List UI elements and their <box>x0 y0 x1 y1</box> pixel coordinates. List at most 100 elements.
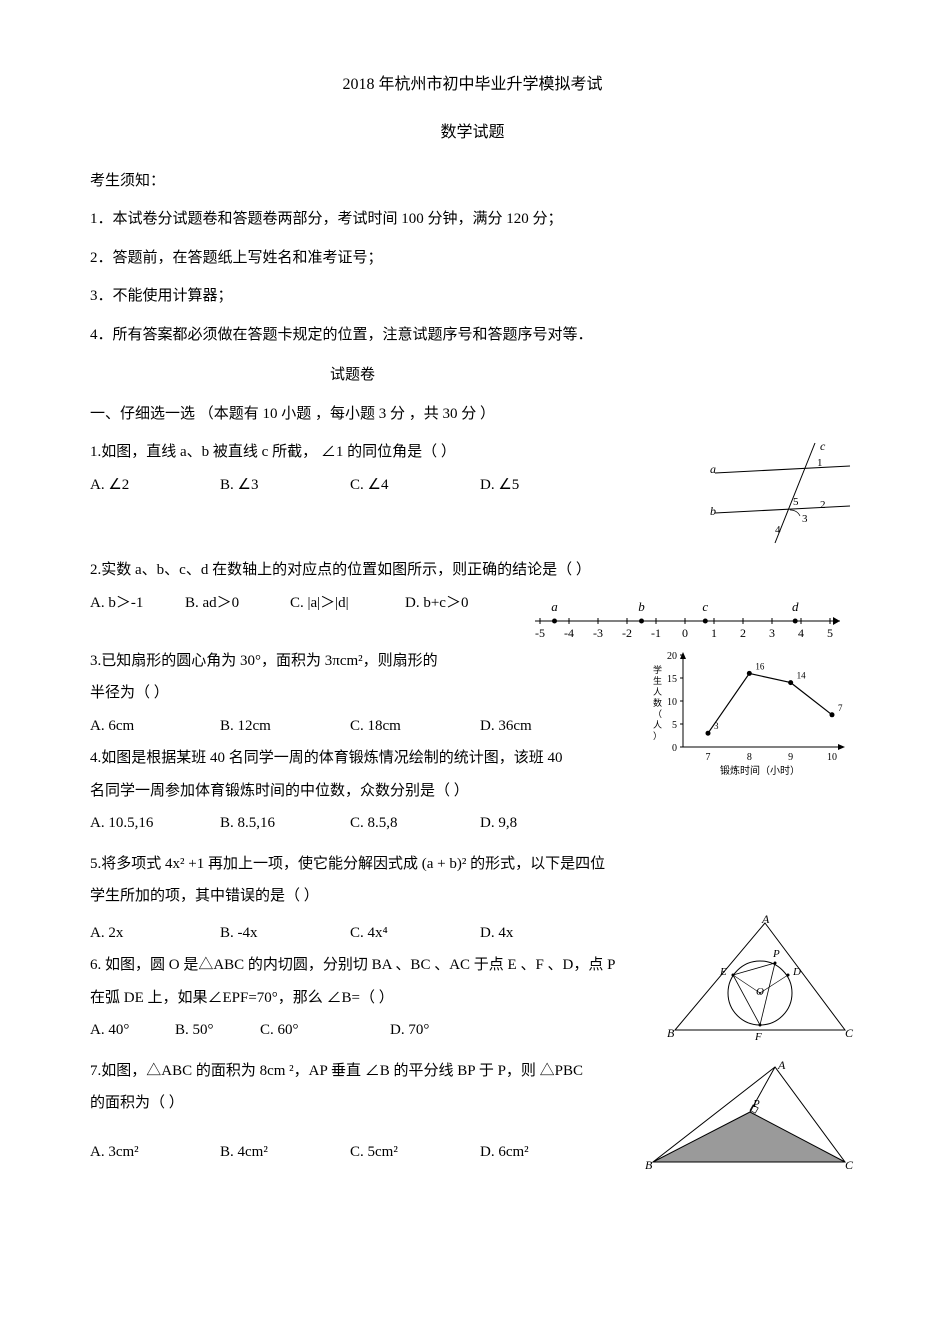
svg-text:10: 10 <box>827 752 837 763</box>
q5-opt-a: A. 2x <box>90 919 220 948</box>
svg-text:-5: -5 <box>535 626 545 639</box>
q1-options: A. ∠2 B. ∠3 C. ∠4 D. ∠5 <box>90 471 705 500</box>
svg-text:E: E <box>719 966 727 978</box>
q3-options: A. 6cm B. 12cm C. 18cm D. 36cm <box>90 712 645 741</box>
q1-opt-a: A. ∠2 <box>90 471 220 500</box>
q4-text2: 名同学一周参加体育锻炼时间的中位数，众数分别是（ ） <box>90 777 645 806</box>
svg-text:c: c <box>702 599 708 614</box>
svg-text:D: D <box>792 966 801 978</box>
svg-text:3: 3 <box>802 513 808 525</box>
question-5: 5.将多项式 4x² +1 再加上一项，使它能分解因式成 (a + b)² 的形… <box>90 850 855 1049</box>
svg-text:7: 7 <box>838 703 843 713</box>
svg-text:8: 8 <box>747 752 752 763</box>
svg-text:14: 14 <box>797 670 807 680</box>
q3-opt-c: C. 18cm <box>350 712 480 741</box>
svg-text:20: 20 <box>667 651 677 662</box>
q6-text2: 在弧 DE 上，如果∠EPF=70°，那么 ∠B=（ ） <box>90 984 665 1013</box>
q6-opt-a: A. 40° <box>90 1016 175 1045</box>
q1-text: 1.如图，直线 a、b 被直线 c 所截， ∠1 的同位角是（ ） <box>90 438 705 467</box>
svg-text:4: 4 <box>798 626 804 639</box>
question-2: 2.实数 a、b、c、d 在数轴上的对应点的位置如图所示，则正确的结论是（ ） … <box>90 556 855 639</box>
q5-opt-c: C. 4x⁴ <box>350 919 480 948</box>
svg-text:P: P <box>772 948 780 960</box>
svg-text:10: 10 <box>667 697 677 708</box>
exam-page: 2018 年杭州市初中毕业升学模拟考试 数学试题 考生须知： 1．本试卷分试题卷… <box>90 70 855 1172</box>
q7-opt-c: C. 5cm² <box>350 1138 480 1167</box>
q3-text2: 半径为（ ） <box>90 679 645 708</box>
svg-text:9: 9 <box>788 752 793 763</box>
notice-line-2: 2．答题前，在答题纸上写姓名和准考证号； <box>90 244 855 273</box>
svg-text:-1: -1 <box>651 626 661 639</box>
q5-opt-b: B. -4x <box>220 919 350 948</box>
svg-text:数: 数 <box>653 697 662 708</box>
svg-text:C: C <box>845 1158 854 1172</box>
svg-text:3: 3 <box>714 721 719 731</box>
svg-text:16: 16 <box>755 661 765 671</box>
svg-text:A: A <box>777 1058 786 1072</box>
svg-text:5: 5 <box>672 720 677 731</box>
svg-text:c: c <box>820 439 826 453</box>
svg-text:-2: -2 <box>622 626 632 639</box>
q6-text1: 6. 如图，圆 O 是△ABC 的内切圆，分别切 BA 、BC 、AC 于点 E… <box>90 951 665 980</box>
q2-opt-b: B. ad＞0 <box>185 589 290 618</box>
q7-opt-a: A. 3cm² <box>90 1138 220 1167</box>
question-1: 1.如图，直线 a、b 被直线 c 所截， ∠1 的同位角是（ ） A. ∠2 … <box>90 438 855 548</box>
svg-text:5: 5 <box>827 626 833 639</box>
svg-text:C: C <box>845 1026 854 1040</box>
svg-text:2: 2 <box>820 499 826 511</box>
svg-text:5: 5 <box>793 496 799 508</box>
svg-text:F: F <box>754 1031 762 1043</box>
q2-text: 2.实数 a、b、c、d 在数轴上的对应点的位置如图所示，则正确的结论是（ ） <box>90 556 855 585</box>
q5-opt-d: D. 4x <box>480 919 590 948</box>
svg-text:1: 1 <box>711 626 717 639</box>
q4-text1: 4.如图是根据某班 40 名同学一周的体育锻炼情况绘制的统计图，该班 40 <box>90 744 645 773</box>
svg-text:7: 7 <box>706 752 711 763</box>
q6-options: A. 40° B. 50° C. 60° D. 70° <box>90 1016 665 1045</box>
svg-text:人: 人 <box>653 687 662 697</box>
q6-figure: A B C E D F P O <box>665 915 855 1045</box>
q1-opt-b: B. ∠3 <box>220 471 350 500</box>
svg-text:0: 0 <box>682 626 688 639</box>
svg-text:4: 4 <box>775 524 781 536</box>
question-7: 7.如图，△ABC 的面积为 8cm ²，AP 垂直 ∠B 的平分线 BP 于 … <box>90 1057 855 1172</box>
svg-text:d: d <box>792 599 799 614</box>
q7-opt-d: D. 6cm² <box>480 1138 590 1167</box>
q5-text2: 学生所加的项，其中错误的是（ ） <box>90 882 855 911</box>
q1-opt-d: D. ∠5 <box>480 471 640 500</box>
q4-opt-c: C. 8.5,8 <box>350 809 480 838</box>
q4-opt-a: A. 10.5,16 <box>90 809 220 838</box>
q2-opt-a: A. b＞-1 <box>90 589 185 618</box>
q4-chart: 0510152078910316147锻炼时间（小时）学生人数（人） <box>645 647 855 787</box>
q3-text1: 3.已知扇形的圆心角为 30°，面积为 3πcm²，则扇形的 <box>90 647 645 676</box>
svg-text:B: B <box>667 1026 675 1040</box>
svg-text:学: 学 <box>653 664 662 675</box>
svg-text:P: P <box>752 1098 760 1110</box>
notice-line-4: 4．所有答案都必须做在答题卡规定的位置，注意试题序号和答题序号对等． <box>90 321 855 350</box>
q5-options: A. 2x B. -4x C. 4x⁴ D. 4x <box>90 919 665 948</box>
page-title: 2018 年杭州市初中毕业升学模拟考试 <box>90 70 855 100</box>
page-subtitle: 数学试题 <box>90 118 855 148</box>
q6-opt-c: C. 60° <box>260 1016 390 1045</box>
notice-heading: 考生须知： <box>90 167 855 196</box>
q6-opt-b: B. 50° <box>175 1016 260 1045</box>
svg-text:a: a <box>551 599 558 614</box>
q3-opt-a: A. 6cm <box>90 712 220 741</box>
q3-opt-b: B. 12cm <box>220 712 350 741</box>
q7-options: A. 3cm² B. 4cm² C. 5cm² D. 6cm² <box>90 1138 645 1167</box>
svg-text:B: B <box>645 1158 653 1172</box>
svg-text:）: ） <box>653 731 662 741</box>
notice-line-1: 1．本试卷分试题卷和答题卷两部分，考试时间 100 分钟，满分 120 分； <box>90 205 855 234</box>
q4-opt-b: B. 8.5,16 <box>220 809 350 838</box>
q2-opt-d: D. b+c＞0 <box>405 589 505 618</box>
svg-text:（: （ <box>653 709 662 719</box>
q4-opt-d: D. 9,8 <box>480 809 590 838</box>
notice-line-3: 3．不能使用计算器； <box>90 282 855 311</box>
section-1-heading: 一、仔细选一选 （本题有 10 小题 ，每小题 3 分 ，共 30 分 ） <box>90 400 855 429</box>
svg-text:生: 生 <box>653 675 662 686</box>
question-3-4: 3.已知扇形的圆心角为 30°，面积为 3πcm²，则扇形的 半径为（ ） A.… <box>90 647 855 842</box>
svg-text:2: 2 <box>740 626 746 639</box>
paper-label: 试题卷 <box>330 361 855 390</box>
svg-text:b: b <box>710 504 716 518</box>
svg-text:b: b <box>638 599 645 614</box>
q1-opt-c: C. ∠4 <box>350 471 480 500</box>
